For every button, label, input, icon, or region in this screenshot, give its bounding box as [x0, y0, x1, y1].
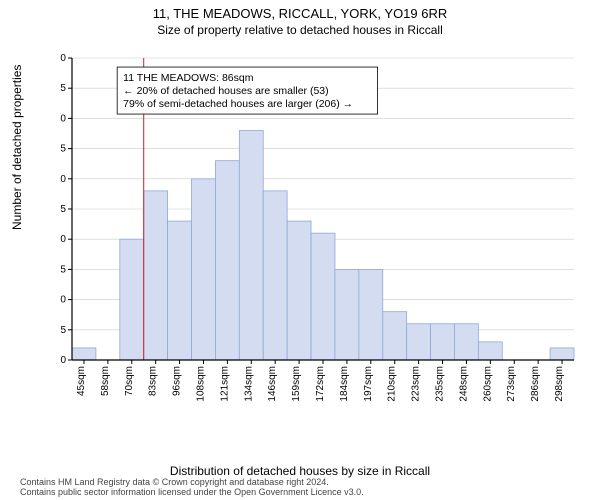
svg-text:15: 15: [60, 264, 66, 275]
svg-text:40: 40: [60, 113, 66, 124]
svg-text:96sqm: 96sqm: [172, 366, 183, 396]
svg-text:25: 25: [60, 204, 66, 215]
svg-text:45: 45: [60, 83, 66, 94]
svg-text:197sqm: 197sqm: [363, 366, 374, 402]
svg-text:35: 35: [60, 144, 66, 155]
svg-text:273sqm: 273sqm: [506, 366, 517, 402]
svg-text:79% of semi-detached houses ar: 79% of semi-detached houses are larger (…: [123, 98, 353, 110]
svg-text:172sqm: 172sqm: [315, 366, 326, 402]
chart-container: 11, THE MEADOWS, RICCALL, YORK, YO19 6RR…: [0, 0, 600, 500]
svg-text:5: 5: [60, 325, 66, 336]
svg-text:← 20% of detached houses are s: ← 20% of detached houses are smaller (53…: [123, 85, 328, 97]
svg-text:121sqm: 121sqm: [219, 366, 230, 402]
svg-text:235sqm: 235sqm: [435, 366, 446, 402]
svg-text:70sqm: 70sqm: [124, 366, 135, 396]
svg-text:184sqm: 184sqm: [339, 366, 350, 402]
svg-text:298sqm: 298sqm: [554, 366, 565, 402]
svg-text:159sqm: 159sqm: [291, 366, 302, 402]
svg-text:11 THE MEADOWS: 86sqm: 11 THE MEADOWS: 86sqm: [123, 72, 254, 84]
svg-text:20: 20: [60, 234, 66, 245]
svg-text:248sqm: 248sqm: [458, 366, 469, 402]
chart-subtitle: Size of property relative to detached ho…: [0, 21, 600, 37]
x-axis-label: Distribution of detached houses by size …: [0, 464, 600, 478]
plot-area: 0 5 10 15 20 25 30 35 40 45 50 45sqm 58sqm 70sqm 83sqm…: [60, 50, 580, 420]
histogram-svg: 0 5 10 15 20 25 30 35 40 45 50 45sqm 58sqm 70sqm 83sqm…: [60, 50, 580, 420]
svg-text:83sqm: 83sqm: [148, 366, 159, 396]
svg-text:0: 0: [60, 355, 66, 366]
chart-title: 11, THE MEADOWS, RICCALL, YORK, YO19 6RR: [0, 0, 600, 21]
footer-line-2: Contains public sector information licen…: [20, 488, 364, 498]
footer-text: Contains HM Land Registry data © Crown c…: [20, 478, 364, 498]
svg-text:10: 10: [60, 295, 66, 306]
svg-text:30: 30: [60, 174, 66, 185]
svg-text:223sqm: 223sqm: [411, 366, 422, 402]
svg-text:45sqm: 45sqm: [76, 366, 87, 396]
svg-text:260sqm: 260sqm: [482, 366, 493, 402]
svg-text:210sqm: 210sqm: [387, 366, 398, 402]
svg-text:58sqm: 58sqm: [100, 366, 111, 396]
svg-text:50: 50: [60, 53, 66, 64]
svg-text:134sqm: 134sqm: [243, 366, 254, 402]
svg-text:108sqm: 108sqm: [195, 366, 206, 402]
svg-text:286sqm: 286sqm: [530, 366, 541, 402]
svg-text:146sqm: 146sqm: [267, 366, 278, 402]
y-axis-label: Number of detached properties: [10, 65, 24, 230]
